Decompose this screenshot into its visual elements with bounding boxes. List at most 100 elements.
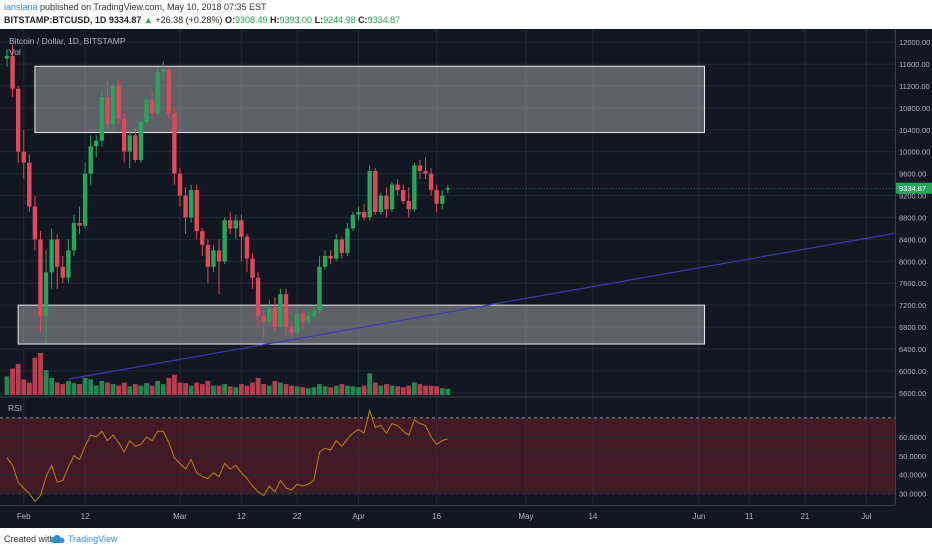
- candle-body: [440, 195, 445, 204]
- volume-bar: [172, 374, 177, 395]
- candle-body: [88, 146, 93, 174]
- volume-bar: [177, 382, 183, 395]
- high-value: 9393.00: [279, 15, 313, 25]
- candle-body: [38, 239, 43, 317]
- price-zone: [17, 304, 706, 345]
- volume-bar: [49, 377, 55, 395]
- volume-bar: [32, 357, 38, 395]
- y-tick-label: 6000.00: [899, 367, 926, 376]
- x-tick-label: Feb: [17, 512, 31, 521]
- candle-body: [55, 239, 60, 267]
- candle-body: [4, 55, 10, 59]
- candle-body: [272, 307, 278, 328]
- volume-bar: [305, 388, 311, 395]
- candle-body: [356, 212, 361, 215]
- rsi-tick-label: 30.0000: [899, 490, 926, 499]
- volume-bar: [266, 385, 272, 395]
- volume-bar: [289, 385, 294, 395]
- candle-body: [99, 96, 105, 141]
- volume-bar: [272, 381, 278, 395]
- candle-body: [350, 214, 356, 229]
- volume-bar: [132, 384, 138, 395]
- tradingview-logo[interactable]: TradingView: [51, 531, 118, 547]
- y-tick-label: 10800.00: [899, 104, 930, 113]
- candle-body: [244, 236, 250, 259]
- volume-bar: [227, 386, 233, 395]
- chart-svg[interactable]: 30.0000 40.0000 50.0000 60.0000 Feb 12 Mar 12 2…: [0, 29, 932, 528]
- chart-area[interactable]: 30.0000 40.0000 50.0000 60.0000 Feb 12 Mar 12 2…: [0, 29, 932, 528]
- x-tick-label: May: [518, 512, 533, 521]
- candle-body: [289, 327, 294, 333]
- candle-body: [116, 85, 121, 119]
- volume-bar: [294, 386, 300, 395]
- candle-body: [15, 88, 21, 152]
- candle-body: [250, 258, 255, 278]
- volume-bar: [99, 381, 105, 395]
- candle-body: [183, 195, 188, 218]
- volume-bar: [4, 376, 10, 395]
- volume-bar: [361, 385, 367, 395]
- candle-body: [10, 55, 15, 89]
- volume-bar: [384, 384, 389, 395]
- candle-body: [334, 239, 339, 259]
- volume-bar: [238, 384, 244, 395]
- y-tick-label: 6800.00: [899, 323, 926, 332]
- x-tick-label: 14: [588, 512, 597, 521]
- volume-bar: [82, 377, 88, 395]
- volume-bar: [166, 377, 172, 395]
- chart-title: Bitcoin / Dollar, 1D, BITSTAMP: [9, 36, 126, 46]
- volume-bar: [328, 387, 334, 395]
- trendlines[interactable]: [68, 232, 896, 380]
- candle-body: [267, 307, 272, 322]
- created-with-text: Created with: [4, 534, 55, 544]
- candle-body: [211, 250, 216, 267]
- candle-body: [339, 239, 344, 254]
- x-tick-label: 16: [432, 512, 441, 521]
- candle-body: [200, 231, 205, 245]
- y-tick-label: 11600.00: [899, 60, 930, 69]
- close-value: 9334.87: [367, 15, 401, 25]
- candle-body: [177, 173, 183, 196]
- volume-bar: [216, 385, 222, 395]
- volume-bar: [261, 384, 267, 395]
- candle-body: [110, 85, 116, 125]
- candle-body: [21, 151, 26, 163]
- volume-bar: [278, 382, 283, 395]
- author-link[interactable]: ianslana: [4, 2, 38, 12]
- volume-bar: [434, 386, 440, 395]
- volume-bar: [339, 384, 345, 395]
- y-tick-label: 12000.00: [899, 38, 930, 47]
- candle-body: [149, 99, 155, 114]
- volume-bar: [188, 385, 194, 395]
- volume-bar: [372, 382, 378, 395]
- volume-bar: [65, 381, 71, 395]
- candle-body: [406, 201, 411, 210]
- rsi-pane: 30.0000 40.0000 50.0000 60.0000: [0, 408, 926, 502]
- ohlc-line: BITSTAMP:BTCUSD, 1D 9334.87 ▲ +26.38 (+0…: [4, 15, 400, 25]
- rsi-line: [6, 408, 448, 502]
- volume-bar: [411, 382, 417, 395]
- candle-body: [32, 206, 38, 240]
- candle-body: [105, 96, 110, 125]
- candle-body: [66, 250, 71, 278]
- volume-bar: [144, 383, 149, 395]
- open-label: O:: [224, 15, 235, 25]
- volume-bar: [356, 387, 361, 395]
- y-tick-label: 7200.00: [899, 301, 926, 310]
- candle-body: [255, 277, 261, 317]
- candle-body: [133, 135, 138, 160]
- low-label: L:: [314, 15, 324, 25]
- volume-bar: [127, 386, 133, 395]
- candle-body: [278, 294, 283, 328]
- volume-bar: [205, 381, 211, 395]
- x-tick-label: 12: [237, 512, 246, 521]
- candle-body: [127, 135, 132, 152]
- candle-body: [43, 272, 49, 317]
- candle-body: [412, 165, 417, 210]
- candle-body: [322, 255, 328, 267]
- volume-bar: [54, 382, 60, 395]
- candle-body: [367, 170, 372, 218]
- x-tick-label: 22: [293, 512, 302, 521]
- x-tick-label: 11: [745, 512, 754, 521]
- x-tick-label: Mar: [173, 512, 187, 521]
